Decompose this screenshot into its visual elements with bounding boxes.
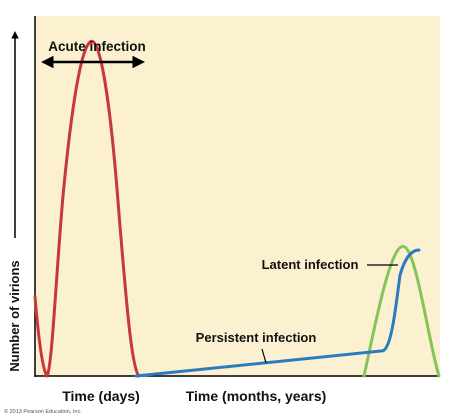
x-axis-label-days: Time (days) <box>62 388 140 404</box>
series-persistent-infection-line <box>134 248 421 378</box>
y-axis-label: Number of virions <box>7 260 22 371</box>
copyright-notice: © 2013 Pearson Education, Inc. <box>4 408 82 415</box>
plot-background <box>35 16 440 376</box>
annotation-persistent-infection: Persistent infection <box>196 330 317 345</box>
annotation-acute-infection: Acute infection <box>48 39 146 54</box>
annotation-latent-infection: Latent infection <box>262 257 359 272</box>
persistent-infection-leader-line <box>261 348 267 364</box>
series-latent-infection-line <box>362 244 441 378</box>
x-axis-label-months-years: Time (months, years) <box>186 388 327 404</box>
